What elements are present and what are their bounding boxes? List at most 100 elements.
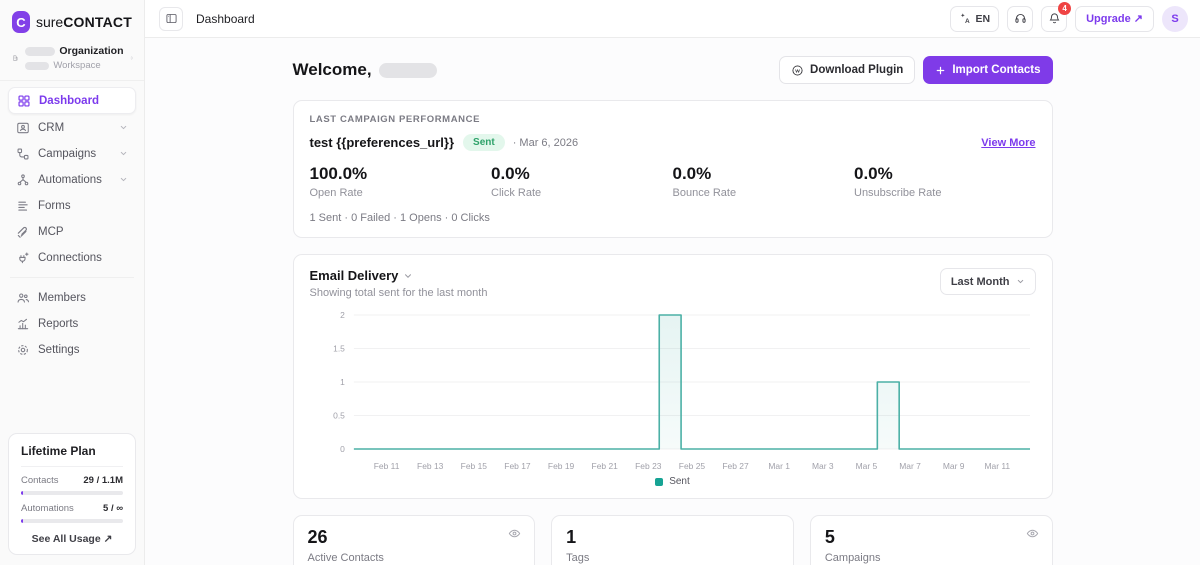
eye-icon	[508, 529, 521, 538]
automations-icon	[17, 173, 29, 185]
email-delivery-subtitle: Showing total sent for the last month	[309, 287, 488, 299]
date-range-value: Last Month	[950, 275, 1010, 288]
view-campaigns-button[interactable]	[1026, 527, 1039, 540]
svg-text:Mar 9: Mar 9	[942, 461, 964, 471]
mcp-icon	[17, 226, 27, 238]
svg-text:Mar 1: Mar 1	[768, 461, 790, 471]
stat-open-rate: 100.0% Open Rate	[309, 164, 368, 199]
campaign-summary: 1 Sent · 0 Failed · 1 Opens · 0 Clicks	[309, 212, 490, 224]
sidebar-item-mcp[interactable]: MCP	[8, 219, 136, 244]
tags-value: 1	[566, 527, 577, 547]
download-plugin-label: Download Plugin	[810, 64, 904, 76]
translate-icon: A	[960, 13, 969, 25]
upgrade-button[interactable]: Upgrade ↗	[1075, 5, 1154, 32]
legend-swatch	[655, 477, 664, 486]
svg-text:1: 1	[340, 377, 345, 387]
app-logo[interactable]: C sureCONTACT	[0, 0, 144, 42]
date-range-select[interactable]: Last Month	[939, 268, 1036, 295]
divider	[10, 277, 134, 278]
svg-text:Feb 23: Feb 23	[635, 461, 662, 471]
sidebar-item-dashboard[interactable]: Dashboard	[8, 87, 136, 114]
sidebar-item-label: Settings	[38, 343, 80, 356]
sidebar-nav: Dashboard CRM Campaigns Automations Form…	[0, 87, 144, 362]
svg-text:1.5: 1.5	[333, 343, 345, 353]
sidebar-toggle-button[interactable]	[159, 6, 183, 31]
reports-icon	[17, 318, 29, 329]
gear-icon	[18, 344, 28, 355]
sidebar-item-reports[interactable]: Reports	[8, 311, 136, 336]
divider	[0, 80, 144, 81]
plan-row-value: 5 / ∞	[103, 503, 123, 514]
contacts-usage-bar	[21, 491, 123, 495]
svg-text:Feb 27: Feb 27	[722, 461, 749, 471]
download-plugin-button[interactable]: W Download Plugin	[779, 56, 916, 84]
page-title: Welcome,	[293, 60, 437, 80]
plan-row-value: 29 / 1.1M	[83, 475, 123, 486]
plan-row-label: Automations	[21, 503, 74, 514]
dashboard-icon	[18, 94, 30, 107]
stat-bounce-rate: 0.0% Bounce Rate	[672, 164, 737, 199]
tags-card: 1 Tags	[551, 515, 794, 565]
plug-icon	[19, 252, 29, 263]
forms-icon	[18, 201, 28, 211]
wordpress-icon: W	[792, 64, 803, 76]
members-icon	[17, 293, 30, 303]
support-button[interactable]	[1007, 5, 1034, 32]
view-contacts-button[interactable]	[508, 527, 521, 540]
email-delivery-title[interactable]: Email Delivery	[310, 268, 488, 283]
legend-label: Sent	[669, 476, 690, 487]
svg-text:Mar 5: Mar 5	[855, 461, 877, 471]
avatar[interactable]: S	[1162, 5, 1188, 32]
sidebar-item-connections[interactable]: Connections	[8, 245, 136, 270]
chevron-down-icon	[405, 273, 412, 278]
svg-text:Mar 7: Mar 7	[899, 461, 921, 471]
org-label: Organization	[59, 45, 124, 57]
import-contacts-label: Import Contacts	[952, 64, 1041, 76]
svg-text:2: 2	[340, 310, 345, 320]
sidebar-item-forms[interactable]: Forms	[8, 193, 136, 218]
main-content: Welcome, W Download Plugin Import Contac…	[145, 38, 1200, 565]
sidebar-item-settings[interactable]: Settings	[8, 337, 136, 362]
sidebar-item-members[interactable]: Members	[8, 285, 136, 310]
import-contacts-button[interactable]: Import Contacts	[923, 56, 1053, 84]
view-more-link[interactable]: View More	[981, 136, 1036, 149]
sidebar-item-label: Automations	[38, 173, 102, 186]
chevron-down-icon	[120, 151, 127, 156]
svg-text:Feb 17: Feb 17	[504, 461, 531, 471]
chevron-down-icon	[120, 177, 127, 182]
campaign-card-title: LAST CAMPAIGN PERFORMANCE	[309, 114, 481, 125]
chevron-down-icon	[120, 125, 127, 130]
plan-usage-card: Lifetime Plan Contacts 29 / 1.1M Automati…	[8, 433, 136, 555]
svg-text:Feb 11: Feb 11	[373, 461, 399, 471]
sidebar-item-automations[interactable]: Automations	[8, 167, 136, 192]
active-contacts-card: 26 Active Contacts	[292, 515, 536, 565]
svg-text:0.5: 0.5	[333, 410, 345, 420]
status-badge: Sent	[463, 134, 505, 151]
notifications-button[interactable]: 4	[1041, 1, 1072, 32]
panel-icon	[165, 13, 177, 24]
language-button[interactable]: A EN	[949, 5, 1000, 32]
sidebar-item-label: CRM	[38, 121, 65, 134]
svg-text:Feb 21: Feb 21	[591, 461, 618, 471]
active-contacts-value: 26	[307, 527, 328, 547]
workspace-label: Workspace	[53, 60, 101, 71]
sidebar-item-label: Forms	[38, 199, 71, 212]
sidebar-item-label: Members	[38, 291, 86, 304]
last-campaign-card: LAST CAMPAIGN PERFORMANCE test {{prefere…	[292, 100, 1053, 238]
sidebar-item-label: Connections	[38, 251, 102, 264]
svg-text:A: A	[964, 18, 969, 25]
sidebar-item-campaigns[interactable]: Campaigns	[8, 141, 136, 166]
automations-usage-bar	[21, 519, 123, 523]
see-all-usage-link[interactable]: See All Usage ↗	[31, 533, 113, 545]
svg-text:W: W	[795, 68, 800, 74]
language-label: EN	[975, 12, 991, 25]
tags-label: Tags	[566, 552, 590, 564]
sidebar: C sureCONTACT Organization Workspace Das…	[0, 0, 145, 565]
brand-icon: C	[12, 11, 30, 33]
notification-badge: 4	[1058, 1, 1072, 15]
campaigns-label: Campaigns	[824, 552, 881, 564]
brand-name: sureCONTACT	[35, 14, 132, 30]
sidebar-item-crm[interactable]: CRM	[8, 115, 136, 140]
workspace-switcher[interactable]: Organization Workspace	[12, 45, 134, 71]
contact-card-icon	[17, 122, 29, 133]
